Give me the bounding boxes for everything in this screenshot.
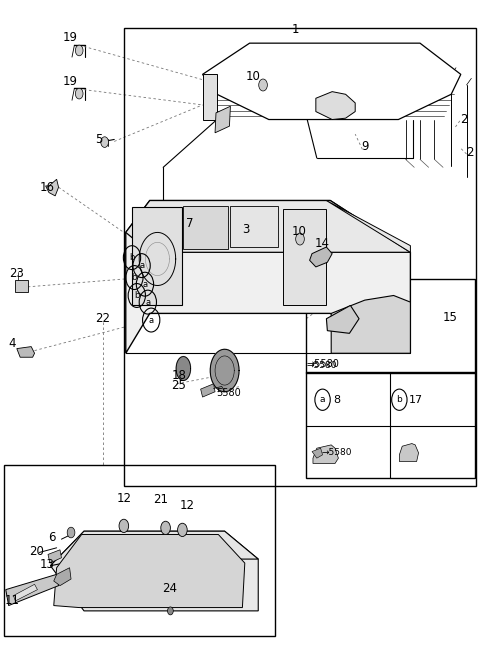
Circle shape xyxy=(119,519,129,533)
Text: 16: 16 xyxy=(39,181,54,195)
Text: 18: 18 xyxy=(172,369,187,382)
Text: 4: 4 xyxy=(9,337,16,351)
Text: 11: 11 xyxy=(5,594,20,608)
Polygon shape xyxy=(54,568,71,586)
Text: 10: 10 xyxy=(246,70,261,83)
Text: b: b xyxy=(132,273,137,282)
Text: 14: 14 xyxy=(314,236,329,250)
Text: 19: 19 xyxy=(62,74,77,88)
Circle shape xyxy=(75,88,83,99)
Polygon shape xyxy=(210,349,239,392)
Text: b: b xyxy=(129,253,135,262)
Text: 24: 24 xyxy=(162,582,177,595)
Circle shape xyxy=(67,527,75,538)
Text: 23: 23 xyxy=(9,267,24,280)
Bar xyxy=(124,28,476,486)
Polygon shape xyxy=(326,305,359,333)
Polygon shape xyxy=(50,531,258,566)
Bar xyxy=(306,372,475,478)
Text: →5580: →5580 xyxy=(306,359,339,369)
Text: 20: 20 xyxy=(29,544,44,558)
Polygon shape xyxy=(50,531,258,611)
Text: 5580: 5580 xyxy=(216,388,241,398)
Text: 7: 7 xyxy=(186,217,194,230)
Polygon shape xyxy=(15,280,28,292)
Text: 8: 8 xyxy=(333,394,340,405)
Text: 2: 2 xyxy=(467,146,474,159)
Polygon shape xyxy=(203,74,217,120)
Polygon shape xyxy=(17,347,35,357)
Text: 1: 1 xyxy=(291,23,299,36)
Bar xyxy=(306,279,475,373)
Polygon shape xyxy=(48,550,61,563)
Text: 22: 22 xyxy=(95,312,110,325)
Polygon shape xyxy=(13,584,37,601)
Text: 15: 15 xyxy=(443,311,457,324)
Polygon shape xyxy=(283,209,326,305)
Text: a: a xyxy=(139,261,144,270)
Text: →5580: →5580 xyxy=(322,448,352,457)
Circle shape xyxy=(168,607,173,615)
Polygon shape xyxy=(331,295,410,353)
Polygon shape xyxy=(326,201,410,252)
Polygon shape xyxy=(203,43,461,120)
Polygon shape xyxy=(201,384,215,397)
Text: a: a xyxy=(145,297,150,307)
Text: 9: 9 xyxy=(361,139,369,153)
Text: 10: 10 xyxy=(292,224,307,238)
Polygon shape xyxy=(312,448,323,458)
Circle shape xyxy=(296,233,304,245)
Text: b: b xyxy=(396,395,402,404)
Polygon shape xyxy=(230,206,278,247)
Bar xyxy=(4,465,275,636)
Text: 3: 3 xyxy=(242,223,250,236)
Text: 5: 5 xyxy=(95,133,102,146)
Polygon shape xyxy=(46,179,59,196)
Text: a: a xyxy=(143,280,147,289)
Text: b: b xyxy=(134,291,140,300)
Polygon shape xyxy=(54,535,245,608)
Polygon shape xyxy=(399,444,419,461)
Text: 12: 12 xyxy=(117,491,132,505)
Text: 25: 25 xyxy=(171,378,186,392)
Text: 2: 2 xyxy=(460,113,468,126)
Text: 12: 12 xyxy=(180,499,195,513)
Circle shape xyxy=(178,523,187,537)
Text: 17: 17 xyxy=(409,394,423,405)
Text: a: a xyxy=(320,395,325,404)
Text: 21: 21 xyxy=(154,493,168,506)
Text: 6: 6 xyxy=(48,531,56,544)
Circle shape xyxy=(75,45,83,56)
Polygon shape xyxy=(313,445,338,463)
Text: 13: 13 xyxy=(39,558,54,571)
Circle shape xyxy=(259,79,267,91)
Polygon shape xyxy=(132,207,182,305)
Circle shape xyxy=(101,137,108,147)
Polygon shape xyxy=(176,357,191,380)
Text: →5580: →5580 xyxy=(306,361,337,370)
Text: a: a xyxy=(149,315,154,325)
Polygon shape xyxy=(6,574,59,606)
Circle shape xyxy=(161,521,170,535)
Polygon shape xyxy=(183,206,228,249)
Polygon shape xyxy=(310,247,332,267)
Text: 19: 19 xyxy=(62,31,77,44)
Polygon shape xyxy=(215,106,230,133)
Polygon shape xyxy=(126,201,410,353)
Polygon shape xyxy=(316,92,355,120)
Polygon shape xyxy=(126,201,410,252)
